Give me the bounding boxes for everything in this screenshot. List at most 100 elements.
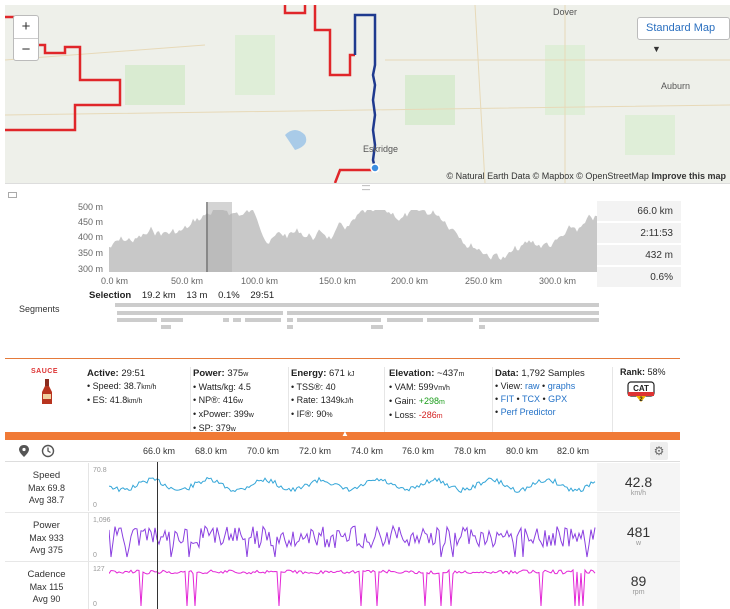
selection-summary: Selection 19.2 km 13 m 0.1% 29:51 [89, 290, 282, 301]
segments-label: Segments [19, 304, 60, 314]
cadence-line [109, 568, 596, 607]
view-links: View: raw • graphs [495, 380, 612, 393]
power-line [109, 524, 596, 558]
raw-link[interactable]: raw [525, 381, 540, 391]
x-tick: 100.0 km [241, 276, 279, 286]
zoom-control: + − [13, 15, 39, 61]
export-links: FIT • TCX • GPX [495, 393, 612, 406]
x-tick: 70.0 km [247, 446, 280, 456]
y-tick: 350 m [77, 248, 103, 258]
map-pin-icon[interactable] [17, 444, 31, 458]
rank-value: 58% [647, 367, 666, 377]
map-canvas[interactable] [5, 5, 730, 183]
selection-grade: 0.1% [218, 290, 240, 301]
x-tick: 0.0 km [101, 276, 129, 286]
x-tick: 72.0 km [299, 446, 332, 456]
rank-label: Rank: [620, 367, 646, 377]
x-tick: 150.0 km [319, 276, 357, 286]
segments-track[interactable] [115, 303, 601, 331]
stream-label: Power Max 933 Avg 375 [5, 513, 89, 561]
caret-down-icon: ▼ [652, 44, 661, 54]
town-label: Dover [553, 7, 578, 17]
y-tick: 300 m [77, 264, 103, 274]
stream-cursor [157, 462, 158, 609]
resize-grip-icon[interactable]: — — [362, 181, 370, 194]
map-attribution: © Natural Earth Data © Mapbox © OpenStre… [446, 171, 726, 181]
y-min: 0 [93, 601, 97, 608]
improve-map-link[interactable]: Improve this map [651, 171, 726, 181]
tcx-link[interactable]: TCX [522, 394, 540, 404]
selection-highlight[interactable] [206, 202, 232, 272]
speed-line [109, 476, 596, 494]
stat-distance: 66.0 km [597, 201, 681, 223]
map-style-label: Standard Map [646, 22, 716, 34]
x-tick: 250.0 km [465, 276, 503, 286]
x-tick: 66.0 km [143, 446, 176, 456]
fit-link[interactable]: FIT [500, 394, 514, 404]
power-current: 481 w [597, 513, 680, 561]
x-tick: 80.0 km [506, 446, 539, 456]
power-label: Power: [193, 368, 225, 379]
gpx-link[interactable]: GPX [548, 394, 568, 404]
energy-column: Energy: 671 kJ TSS®: 40 Rate: 1349kJ/h I… [291, 367, 385, 433]
watts-kg-stat: Watts/kg: 4.5 [193, 381, 288, 394]
x-tick: 50.0 km [171, 276, 204, 286]
graphs-link[interactable]: graphs [547, 381, 576, 391]
y-tick: 400 m [77, 232, 103, 242]
xpower-stat: xPower: 399w [193, 408, 288, 422]
activity-info: SAUCE Active: 29:51 Speed: 38.7km/h ES: … [5, 358, 680, 433]
speed-chart[interactable] [109, 463, 597, 511]
route-map[interactable]: Dover Auburn Eskridge + − Standard Map▼ … [5, 5, 730, 183]
sp-stat: SP: 379w [193, 422, 288, 436]
cadence-current: 89 rpm [597, 562, 680, 609]
y-max: 1,096 [93, 517, 111, 524]
gear-icon[interactable]: ⚙ [650, 442, 668, 460]
energy-label: Energy: [291, 368, 327, 379]
collapse-icon[interactable] [8, 192, 17, 198]
data-label: Data: [495, 368, 519, 379]
np-stat: NP®: 416w [193, 394, 288, 408]
panel-toggle-bar[interactable]: ▲ [5, 429, 680, 440]
stat-time: 2:11:53 [597, 223, 681, 245]
y-max: 70.8 [93, 467, 107, 474]
selection-label: Selection [89, 290, 132, 301]
active-column: Active: 29:51 Speed: 38.7km/h ES: 41.8km… [87, 367, 191, 433]
town-label: Auburn [661, 81, 691, 91]
y-tick: 450 m [77, 217, 103, 227]
selection-distance: 19.2 km [141, 290, 176, 301]
tss-stat: TSS®: 40 [291, 381, 384, 394]
clock-icon[interactable] [41, 444, 55, 458]
selection-climb: 13 m [186, 290, 208, 301]
data-column: Data: 1,792 Samples View: raw • graphs F… [495, 367, 613, 433]
stream-row-cadence: Cadence Max 115 Avg 90 127 0 89 rpm [5, 561, 680, 609]
elevation-label: Elevation: [389, 368, 435, 379]
elevation-stats: 66.0 km 2:11:53 432 m 0.6% [597, 201, 681, 289]
active-label: Active: [87, 368, 119, 379]
zoom-in-button[interactable]: + [21, 18, 31, 35]
x-tick: 78.0 km [454, 446, 487, 456]
stream-row-speed: Speed Max 69.8 Avg 38.7 70.8 0 42.8 km/h [5, 463, 680, 511]
stream-label: Cadence Max 115 Avg 90 [5, 562, 89, 609]
stat-elevation: 432 m [597, 245, 681, 267]
cadence-chart[interactable] [109, 562, 597, 609]
es-stat: ES: 41.8km/h [87, 394, 190, 408]
perf-predictor-link[interactable]: Perf Predictor [500, 407, 556, 417]
stream-row-power: Power Max 933 Avg 375 1,096 0 481 w [5, 512, 680, 561]
power-chart[interactable] [109, 513, 597, 561]
map-style-select[interactable]: Standard Map ▼ [637, 17, 730, 54]
rank-stat: Rank: 58% CAT 2 [620, 367, 666, 403]
vam-stat: VAM: 599Vm/h [389, 381, 492, 395]
elevation-chart[interactable] [109, 202, 599, 272]
if-stat: IF®: 90% [291, 408, 384, 422]
x-tick: 74.0 km [351, 446, 384, 456]
speed-stat: Speed: 38.7km/h [87, 380, 190, 394]
zoom-out-button[interactable]: − [14, 38, 38, 60]
stream-label: Speed Max 69.8 Avg 38.7 [5, 463, 89, 511]
elevation-column: Elevation: ~437m VAM: 599Vm/h Gain: +298… [389, 367, 493, 433]
elevation-panel: — — 500 m 450 m 400 m 350 m 300 m 0.0 km … [5, 181, 730, 360]
active-value: 29:51 [121, 368, 146, 379]
streams-header: 66.0 km 68.0 km 70.0 km 72.0 km 74.0 km … [5, 440, 680, 462]
gain-stat: Gain: +298m [389, 395, 492, 409]
cat-badge-icon[interactable]: CAT 2 [626, 379, 656, 403]
selection-time: 29:51 [250, 290, 275, 301]
